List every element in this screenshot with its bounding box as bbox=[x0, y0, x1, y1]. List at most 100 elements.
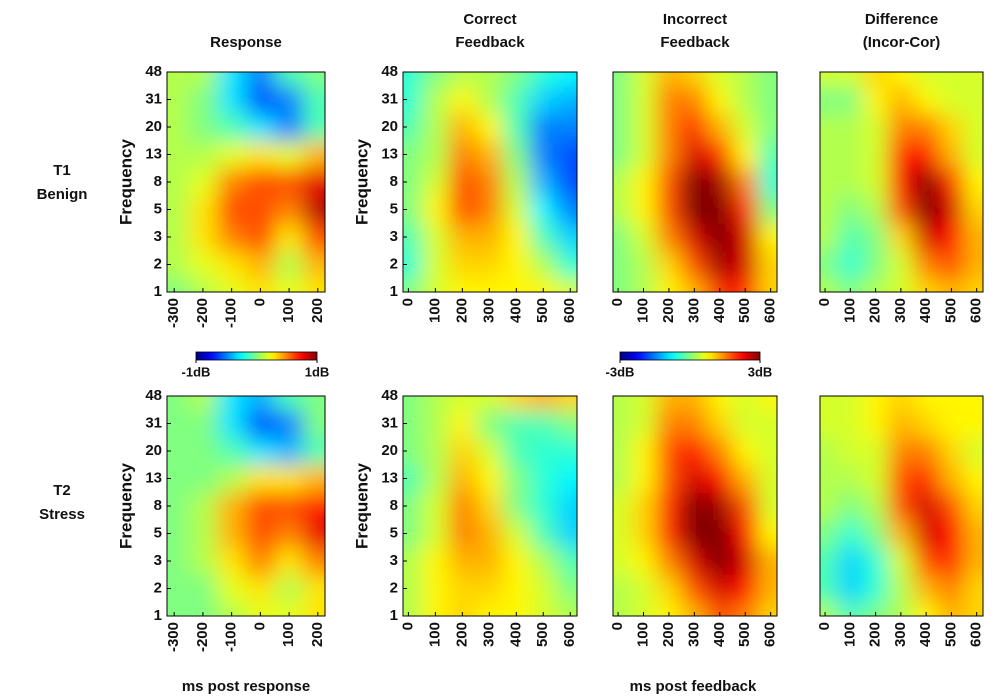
heatmap-cell bbox=[681, 168, 708, 197]
heatmap-cell bbox=[556, 437, 577, 466]
heatmap-cell bbox=[502, 464, 531, 493]
heatmap-cell bbox=[707, 113, 734, 142]
heatmap-cell bbox=[403, 223, 423, 252]
x-tick-label: 200 bbox=[867, 298, 884, 323]
heatmap-cell bbox=[862, 85, 889, 114]
heatmap-cell bbox=[837, 519, 864, 548]
heatmap-cell bbox=[707, 223, 734, 252]
heatmap-cell bbox=[913, 409, 940, 438]
heatmap-cell bbox=[888, 409, 915, 438]
heatmap-cell bbox=[421, 519, 450, 548]
heatmap-cell bbox=[938, 113, 965, 142]
heatmap bbox=[403, 396, 577, 616]
heatmap-cell bbox=[757, 72, 777, 87]
x-tick-label: -200 bbox=[194, 622, 211, 652]
heatmap-cell bbox=[502, 602, 531, 616]
heatmap-cell bbox=[246, 437, 276, 466]
heatmap-cell bbox=[757, 602, 777, 616]
heatmap-cell bbox=[630, 223, 657, 252]
heatmap-cell bbox=[448, 437, 477, 466]
heatmap-cell bbox=[529, 547, 558, 576]
heatmap-cell bbox=[274, 437, 304, 466]
heatmap-cell bbox=[529, 250, 558, 279]
heatmap-cell bbox=[613, 223, 632, 252]
heatmap-cell bbox=[217, 85, 247, 114]
heatmap-cell bbox=[837, 168, 864, 197]
heatmap-cell bbox=[964, 409, 983, 438]
heatmap-cell bbox=[421, 437, 450, 466]
heatmap-cell bbox=[217, 492, 247, 521]
heatmap-cell bbox=[217, 250, 247, 279]
x-tick-label: -300 bbox=[165, 622, 182, 652]
heatmap-cell bbox=[421, 140, 450, 169]
heatmap-cell bbox=[757, 574, 777, 603]
heatmap-cell bbox=[502, 223, 531, 252]
heatmap-cell bbox=[964, 113, 983, 142]
heatmap-cell bbox=[757, 85, 777, 114]
heatmap-cell bbox=[820, 223, 839, 252]
heatmap-cell bbox=[246, 140, 276, 169]
colorbar-tick-label: 1dB bbox=[305, 364, 330, 379]
heatmap-cell bbox=[421, 574, 450, 603]
heatmap-cell bbox=[303, 278, 325, 292]
heatmap-cell bbox=[529, 140, 558, 169]
heatmap-cell bbox=[167, 547, 190, 576]
heatmap-cell bbox=[681, 85, 708, 114]
heatmap-cell bbox=[757, 464, 777, 493]
heatmap-cell bbox=[913, 437, 940, 466]
heatmap-cell bbox=[681, 113, 708, 142]
heatmap-cell bbox=[274, 223, 304, 252]
heatmap bbox=[403, 72, 577, 292]
heatmap-cell bbox=[403, 492, 423, 521]
heatmap-cell bbox=[707, 195, 734, 224]
heatmap-cell bbox=[630, 464, 657, 493]
heatmap-cell bbox=[421, 278, 450, 292]
x-tick-label: 300 bbox=[685, 622, 702, 647]
heatmap-cell bbox=[421, 396, 450, 411]
heatmap-cell bbox=[246, 85, 276, 114]
heatmap-cell bbox=[246, 278, 276, 292]
heatmap-cell bbox=[475, 547, 504, 576]
x-tick-label: 300 bbox=[480, 622, 497, 647]
heatmap-cell bbox=[837, 278, 864, 292]
y-tick-label: 8 bbox=[154, 497, 162, 514]
heatmap-cell bbox=[964, 396, 983, 411]
heatmap-cell bbox=[188, 519, 218, 548]
heatmap-cell bbox=[938, 72, 965, 87]
heatmap-cell bbox=[274, 396, 304, 411]
heatmap-cell bbox=[656, 85, 683, 114]
heatmap-cell bbox=[167, 464, 190, 493]
heatmap-cell bbox=[964, 250, 983, 279]
heatmap-cell bbox=[502, 396, 531, 411]
heatmap-cell bbox=[529, 492, 558, 521]
heatmap bbox=[820, 396, 983, 616]
y-tick-label: 20 bbox=[381, 442, 398, 459]
heatmap-cell bbox=[188, 278, 218, 292]
y-axis-label: Frequency bbox=[352, 138, 371, 225]
heatmap-cell bbox=[681, 492, 708, 521]
heatmap-cell bbox=[656, 223, 683, 252]
heatmap-cell bbox=[757, 409, 777, 438]
heatmap-cell bbox=[167, 409, 190, 438]
heatmap-cell bbox=[656, 250, 683, 279]
y-tick-label: 13 bbox=[145, 145, 162, 162]
x-axis-label: ms post feedback bbox=[630, 678, 757, 695]
heatmap-cell bbox=[732, 223, 759, 252]
heatmap-cells bbox=[403, 396, 577, 616]
heatmap-cell bbox=[938, 223, 965, 252]
heatmap-cell bbox=[448, 574, 477, 603]
y-tick-label: 3 bbox=[154, 552, 162, 569]
panel-title: Correct bbox=[463, 11, 516, 28]
heatmap-cell bbox=[613, 140, 632, 169]
heatmap-cell bbox=[502, 113, 531, 142]
row-label: Stress bbox=[39, 506, 85, 523]
heatmap-cell bbox=[681, 464, 708, 493]
heatmap-cell bbox=[448, 278, 477, 292]
heatmap-cell bbox=[757, 140, 777, 169]
heatmap-cell bbox=[938, 278, 965, 292]
heatmap-cell bbox=[246, 602, 276, 616]
heatmap-cell bbox=[403, 602, 423, 616]
heatmap-cell bbox=[403, 437, 423, 466]
heatmap-cell bbox=[656, 396, 683, 411]
heatmap-cell bbox=[681, 223, 708, 252]
